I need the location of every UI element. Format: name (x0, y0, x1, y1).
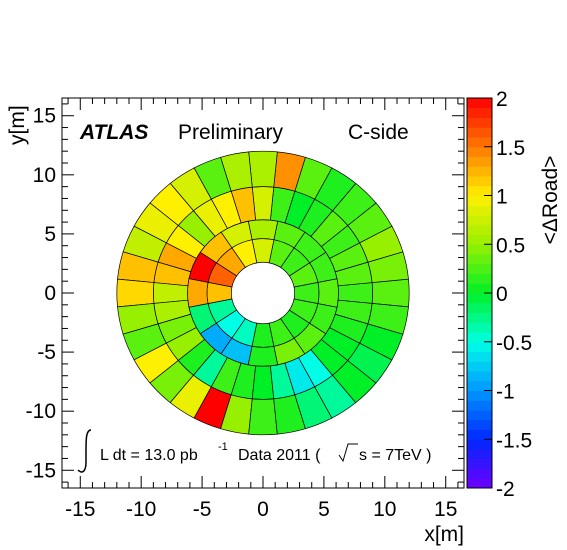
x-tick-label: 10 (373, 498, 396, 521)
experiment-label: ATLAS (79, 121, 148, 144)
colorbar-segment (467, 185, 492, 196)
colorbar-segment (467, 224, 492, 235)
colorbar-tick-label: -2 (496, 478, 515, 501)
energy-label: s = 7TeV ) (359, 447, 431, 464)
colorbar-segment (467, 156, 492, 167)
colorbar-tick-label: -1.5 (496, 429, 532, 452)
x-tick-label: 5 (318, 498, 330, 521)
heatmap-cell-ring2-sector16 (153, 282, 189, 304)
colorbar-segment (467, 332, 492, 343)
colorbar-segment (467, 468, 492, 479)
colorbar-segment (467, 312, 492, 323)
colorbar-segment (467, 410, 492, 421)
colorbar-tick-label: 1.5 (496, 137, 525, 160)
heatmap-cell-ring2-sector24 (251, 365, 275, 400)
lumi-label: L dt = 13.0 pb (100, 447, 198, 464)
side-label: C-side (348, 121, 409, 144)
colorbar-segment (467, 371, 492, 382)
x-tick-label: -10 (126, 498, 156, 521)
y-tick-label: -15 (26, 459, 56, 482)
x-tick-label: -5 (193, 498, 212, 521)
colorbar-segment (467, 107, 492, 118)
heatmap-cell-ring1-sector0 (317, 278, 339, 308)
heatmap-cell-ring1-sector4 (247, 219, 279, 241)
heatmap-cell-ring1-sector8 (187, 278, 209, 308)
y-tick-label: 10 (33, 164, 56, 187)
colorbar-segment (467, 458, 492, 469)
colorbar-tick-label: -1 (496, 381, 515, 404)
colorbar-segment (467, 449, 492, 460)
colorbar-segment (467, 146, 492, 157)
colorbar-segment (467, 400, 492, 411)
colorbar-tick-label: 0 (496, 283, 508, 306)
colorbar-segment (467, 205, 492, 216)
lumi-exponent: -1 (218, 441, 228, 453)
colorbar-segment (467, 127, 492, 138)
colorbar-segment (467, 244, 492, 255)
colorbar-segment (467, 263, 492, 274)
y-tick-label: -10 (26, 400, 56, 423)
x-axis-label: x[m] (424, 523, 464, 546)
data-label: Data 2011 ( (238, 447, 321, 464)
heatmap-cell-ring3-sector0 (371, 278, 410, 308)
colorbar-tick-label: 0.5 (496, 234, 525, 257)
colorbar-segment (467, 117, 492, 128)
colorbar-segment (467, 380, 492, 391)
colorbar-segment (467, 166, 492, 177)
colorbar-label: <ΔRoad> (539, 156, 562, 245)
y-tick-label: -5 (37, 341, 56, 364)
heatmap-cell-ring3-sector8 (248, 150, 278, 188)
colorbar-segment (467, 293, 492, 304)
x-tick-label: 0 (257, 498, 269, 521)
heatmap-cell-ring3-sector16 (116, 278, 155, 308)
colorbar-segment (467, 302, 492, 313)
colorbar-segment (467, 176, 492, 187)
colorbar-segment (467, 429, 492, 440)
y-axis-label: y[m] (6, 105, 29, 145)
y-tick-label: 0 (44, 282, 56, 305)
colorbar-segment (467, 283, 492, 294)
colorbar-segment (467, 234, 492, 245)
status-label: Preliminary (178, 121, 284, 144)
colorbar-segment (467, 361, 492, 372)
colorbar-tick-label: -0.5 (496, 332, 532, 355)
heatmap-cell-ring2-sector0 (337, 282, 373, 304)
integral-icon (77, 429, 92, 473)
y-tick-label: 5 (44, 223, 56, 246)
colorbar-segment (467, 195, 492, 206)
x-tick-label: 15 (434, 498, 457, 521)
colorbar-segment (467, 137, 492, 148)
heatmap-cell-ring3-sector31 (367, 303, 409, 335)
heatmap-cell-ring3-sector24 (248, 398, 278, 436)
axes: -15 -10 -5 0 5 10 15 15 10 5 0 -5 -10 -15 (26, 98, 464, 521)
heatmap-cell-ring2-sector8 (251, 186, 275, 221)
colorbar-segment (467, 390, 492, 401)
colorbar-segment (467, 341, 492, 352)
colorbar-segment (467, 478, 492, 489)
y-tick-label: 15 (33, 105, 56, 128)
sqrt-icon (338, 443, 358, 463)
heatmap-cells (116, 150, 410, 436)
colorbar-segment (467, 351, 492, 362)
colorbar-segment (467, 215, 492, 226)
x-tick-label: -15 (65, 498, 95, 521)
colorbar-segment (467, 98, 492, 109)
colorbar-segment (467, 419, 492, 430)
colorbar-segment (467, 254, 492, 265)
colorbar-segment (467, 273, 492, 284)
colorbar-tick-label: 2 (496, 88, 508, 111)
colorbar-tick-label: 1 (496, 186, 508, 209)
colorbar-segment (467, 322, 492, 333)
colorbar-segment (467, 439, 492, 450)
heatmap-cell-ring1-sector12 (247, 345, 279, 367)
colorbar: 2 1.5 1 0.5 0 -0.5 -1 -1.5 -2 (466, 88, 532, 501)
